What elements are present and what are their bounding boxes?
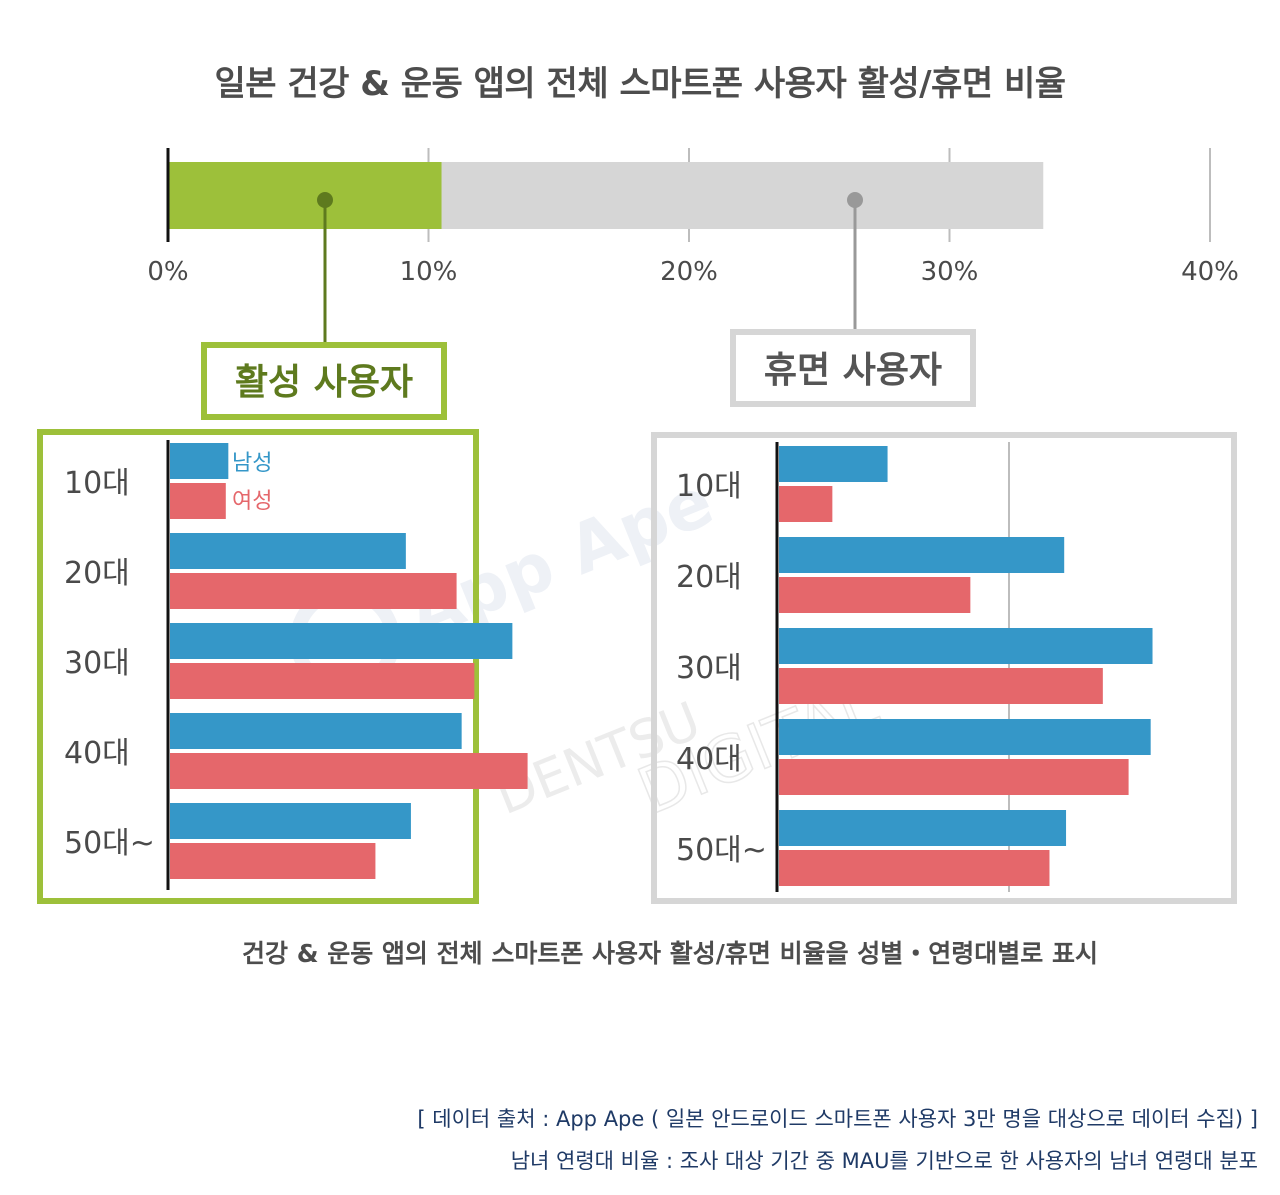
dormant-segment-bar xyxy=(441,162,1044,229)
female-bar xyxy=(779,668,1103,704)
category-label: 40대 xyxy=(64,736,130,771)
chart-caption: 건강 & 운동 앱의 전체 스마트폰 사용자 활성/휴면 비율을 성별・연령대별… xyxy=(242,939,1098,968)
active-callout-label: 활성 사용자 xyxy=(235,362,413,403)
male-bar xyxy=(779,628,1153,664)
female-bar xyxy=(779,577,971,613)
x-tick-label: 0% xyxy=(147,257,188,287)
male-bar xyxy=(779,719,1151,755)
female-bar xyxy=(779,486,833,522)
male-bar xyxy=(779,446,888,482)
x-tick-label: 20% xyxy=(660,257,718,287)
female-bar xyxy=(779,759,1129,795)
category-label: 10대 xyxy=(64,466,130,501)
dormant-callout-box xyxy=(730,329,976,407)
legend-female-label: 여성 xyxy=(232,489,272,514)
category-label: 30대 xyxy=(64,646,130,681)
category-label: 40대 xyxy=(676,742,742,777)
category-label: 50대~ xyxy=(64,826,155,861)
panel-frame xyxy=(37,429,479,904)
category-label: 20대 xyxy=(64,556,130,591)
female-bar xyxy=(170,483,226,519)
dormant-callout-label: 휴면 사용자 xyxy=(764,350,942,391)
category-label: 20대 xyxy=(676,560,742,595)
male-bar xyxy=(779,810,1067,846)
dormant-connector-dot xyxy=(847,192,863,208)
category-label: 50대~ xyxy=(676,833,767,868)
x-tick-label: 30% xyxy=(921,257,979,287)
male-bar xyxy=(170,623,513,659)
male-bar xyxy=(779,537,1065,573)
category-label: 30대 xyxy=(676,651,742,686)
x-tick-label: 40% xyxy=(1181,257,1239,287)
source-note: [ 데이터 출처 : App Ape ( 일본 안드로이드 스마트폰 사용자 3… xyxy=(417,1107,1258,1131)
female-bar xyxy=(170,753,528,789)
male-bar xyxy=(170,443,229,479)
chart-title: 일본 건강 & 운동 앱의 전체 스마트폰 사용자 활성/휴면 비율 xyxy=(214,64,1066,104)
male-bar xyxy=(170,803,411,839)
active-connector-dot xyxy=(317,192,333,208)
overview-chart: 0% 10% 20% 30% 40% 활성 사용자 휴면 사용자 xyxy=(147,148,1239,420)
female-bar xyxy=(170,843,376,879)
female-bar xyxy=(170,663,475,699)
female-bar xyxy=(170,573,457,609)
active-segment-bar xyxy=(168,162,442,229)
legend-male-label: 남성 xyxy=(232,451,272,476)
active-callout-box xyxy=(201,342,447,420)
female-bar xyxy=(779,850,1050,886)
male-bar xyxy=(170,533,406,569)
dormant-users-panel: 10대 20대 30대 40대 50대~ xyxy=(651,432,1237,904)
male-bar xyxy=(170,713,462,749)
category-label: 10대 xyxy=(676,469,742,504)
panel-frame xyxy=(651,432,1237,904)
x-tick-label: 10% xyxy=(400,257,458,287)
distribution-note: 남녀 연령대 비율 : 조사 대상 기간 중 MAU를 기반으로 한 사용자의 … xyxy=(510,1149,1258,1173)
